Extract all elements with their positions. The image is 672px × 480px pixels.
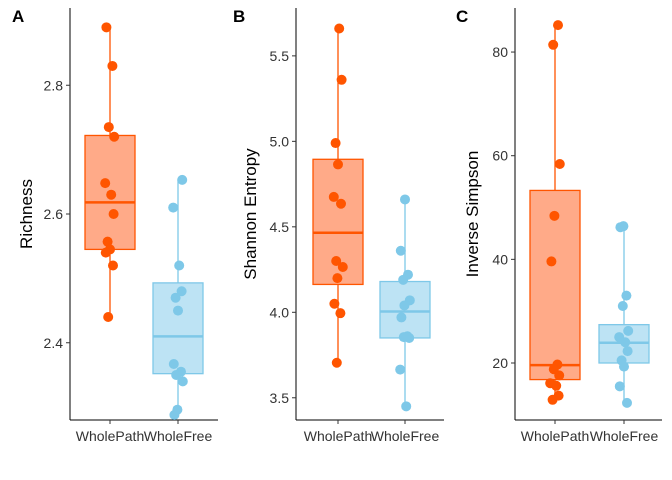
y-tick-label: 5.5 <box>270 48 290 64</box>
panel-label: B <box>233 7 245 26</box>
data-point <box>620 337 631 348</box>
data-point <box>547 394 558 405</box>
series-wholefree <box>379 194 431 412</box>
data-point <box>553 20 563 31</box>
data-point <box>332 273 343 284</box>
x-tick-label: WholeFree <box>590 428 659 444</box>
data-point <box>399 300 410 311</box>
y-tick-label: 2.8 <box>44 77 64 93</box>
y-tick-label: 80 <box>492 44 508 60</box>
data-point <box>337 261 348 272</box>
data-point <box>109 131 120 142</box>
data-point <box>102 236 113 247</box>
data-point <box>551 380 562 391</box>
data-point <box>404 332 415 343</box>
data-point <box>174 260 185 271</box>
y-tick-label: 5.0 <box>270 133 290 149</box>
data-point <box>100 178 111 189</box>
data-point <box>168 202 179 213</box>
data-point <box>333 159 343 170</box>
data-point <box>546 256 557 267</box>
box <box>84 134 136 251</box>
x-tick-label: WholeFree <box>371 428 440 444</box>
data-point <box>171 369 182 380</box>
data-point <box>107 60 118 71</box>
panel-label: C <box>456 7 468 26</box>
data-point <box>396 312 407 323</box>
data-point <box>554 370 565 381</box>
data-point <box>169 409 180 420</box>
x-tick-label: WholePath <box>76 428 144 444</box>
data-point <box>401 401 412 412</box>
data-point <box>170 292 181 303</box>
data-point <box>549 210 560 221</box>
series-wholepath <box>529 20 581 405</box>
series-wholepath <box>312 23 364 368</box>
series-wholepath <box>84 22 136 322</box>
data-point <box>100 247 111 258</box>
data-point <box>108 260 118 271</box>
panel-label: A <box>12 7 24 26</box>
data-point <box>101 22 112 33</box>
data-point <box>329 298 340 309</box>
data-point <box>621 290 632 301</box>
data-point <box>331 357 342 368</box>
data-point <box>622 397 632 408</box>
y-tick-label: 4.5 <box>270 219 290 235</box>
data-point <box>623 325 634 336</box>
series-wholefree <box>598 221 650 408</box>
y-tick-label: 2.4 <box>44 335 64 351</box>
y-axis-title: Shannon Entropy <box>241 148 260 280</box>
data-point <box>176 286 187 297</box>
data-point <box>177 376 188 387</box>
y-tick-label: 3.5 <box>270 390 290 406</box>
y-tick-label: 2.6 <box>44 206 64 222</box>
data-point <box>103 122 114 133</box>
data-point <box>330 138 341 149</box>
series-wholefree <box>152 174 204 420</box>
y-tick-label: 20 <box>492 355 508 371</box>
data-point <box>622 346 633 357</box>
data-point <box>108 209 119 219</box>
data-point <box>400 194 410 205</box>
data-point <box>614 381 625 392</box>
y-tick-label: 40 <box>492 251 508 267</box>
data-point <box>554 158 565 169</box>
box <box>529 189 581 381</box>
panel-a: A Richness 2.4 2.6 2.8 WholePath WholeFree <box>12 7 218 444</box>
data-point <box>336 198 346 209</box>
data-point <box>328 191 339 202</box>
data-point <box>334 23 345 34</box>
data-point <box>173 305 183 316</box>
data-point <box>177 174 188 185</box>
data-point <box>398 274 409 285</box>
data-point <box>331 256 342 267</box>
data-point <box>103 312 114 322</box>
x-tick-label: WholePath <box>521 428 589 444</box>
data-point <box>168 358 179 369</box>
panel-b: B Shannon Entropy 3.5 4.0 4.5 5.0 5.5 WholePath… <box>233 7 444 444</box>
data-point <box>106 189 117 200</box>
x-tick-label: WholePath <box>304 428 372 444</box>
data-point <box>395 245 406 256</box>
data-point <box>335 308 346 319</box>
y-axis-title: Richness <box>17 179 36 249</box>
data-point <box>395 364 406 375</box>
panel-c: C Inverse Simpson 20 40 60 80 WholePath WholeFr… <box>456 7 662 444</box>
data-point <box>615 222 626 233</box>
data-point <box>617 300 628 311</box>
y-axis-title: Inverse Simpson <box>463 151 482 278</box>
x-tick-label: WholeFree <box>144 428 213 444</box>
data-point <box>548 39 559 50</box>
y-tick-label: 60 <box>492 148 508 164</box>
data-point <box>619 361 629 372</box>
y-tick-label: 4.0 <box>270 304 290 320</box>
data-point <box>336 74 347 85</box>
